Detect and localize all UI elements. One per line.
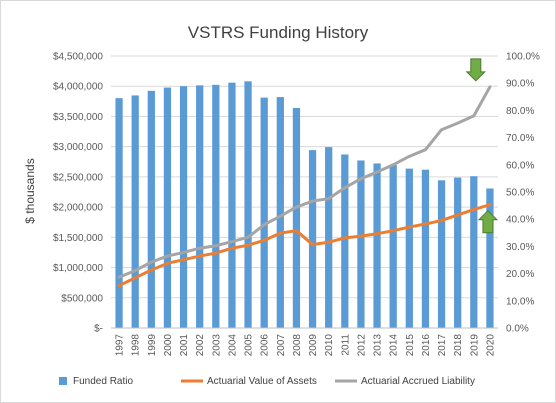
bar — [486, 188, 494, 328]
bar — [454, 177, 462, 328]
bar — [228, 82, 236, 328]
green-arrow-up-icon — [477, 209, 499, 234]
y-right-tick-label: 20.0% — [506, 269, 534, 280]
x-tick-label: 2002 — [195, 334, 206, 357]
x-tick-label: 2000 — [163, 334, 174, 357]
y-right-tick-label: 30.0% — [506, 242, 534, 253]
y-left-tick-label: $1,500,000 — [53, 233, 103, 244]
x-tick-label: 2003 — [211, 334, 222, 357]
bar — [260, 97, 268, 328]
y-right-tick-label: 0.0% — [506, 324, 529, 335]
y-left-tick-label: $1,000,000 — [53, 263, 103, 274]
bar — [389, 165, 397, 328]
bar — [292, 107, 301, 329]
x-tick-label: 1998 — [131, 334, 142, 357]
y-right-tick-label: 80.0% — [506, 106, 534, 117]
legend-label: Actuarial Value of Assets — [207, 376, 317, 387]
series-line — [117, 203, 492, 288]
x-tick-label: 1999 — [147, 334, 158, 357]
green-arrow-down-icon — [465, 58, 487, 82]
x-tick-label: 2005 — [244, 334, 255, 357]
bar — [325, 147, 333, 328]
x-tick-label: 2012 — [356, 334, 367, 357]
y-left-tick-label: $3,500,000 — [53, 112, 103, 123]
x-tick-label: 2013 — [373, 334, 384, 357]
bar — [470, 176, 478, 328]
x-tick-label: 2014 — [389, 334, 400, 357]
x-tick-label: 2020 — [485, 334, 496, 357]
y-left-tick-label: $2,000,000 — [53, 203, 103, 214]
x-tick-label: 2004 — [227, 334, 238, 357]
bar — [373, 163, 381, 328]
y-right-tick-label: 50.0% — [506, 188, 534, 199]
bar — [244, 81, 252, 329]
chart-title: VSTRS Funding History — [188, 23, 369, 42]
gridlines — [111, 55, 498, 329]
x-tick-label: 2019 — [469, 334, 480, 357]
bar — [421, 169, 430, 328]
axes: $- $500,000 $1,000,000 $1,500,000 $2,000,000… — [53, 52, 540, 357]
x-tick-label: 2010 — [324, 334, 335, 357]
y-right-tick-label: 60.0% — [506, 160, 534, 171]
legend-label: Funded Ratio — [73, 376, 133, 387]
x-tick-label: 2018 — [453, 334, 464, 357]
y-left-tick-label: $500,000 — [61, 293, 103, 304]
bar — [196, 85, 204, 328]
x-tick-label: 1997 — [115, 334, 126, 357]
bar — [131, 95, 139, 328]
legend-swatch-bar — [59, 377, 67, 385]
legend-label: Actuarial Accrued Liability — [361, 376, 475, 387]
y-left-tick-label: $2,500,000 — [53, 172, 103, 183]
x-tick-label: 2001 — [179, 334, 190, 357]
x-tick-label: 2017 — [437, 334, 448, 357]
y-left-tick-label: $4,500,000 — [53, 52, 103, 63]
y-right-tick-label: 100.0% — [506, 52, 540, 63]
y-right-tick-label: 90.0% — [506, 79, 534, 90]
y-right-tick-label: 40.0% — [506, 215, 534, 226]
bar — [115, 98, 123, 328]
bar — [341, 154, 349, 328]
x-tick-label: 2008 — [292, 334, 303, 357]
bar-series — [115, 81, 494, 329]
y-axis-title: $ thousands — [23, 158, 37, 223]
series-line — [117, 85, 492, 279]
bar — [437, 180, 446, 328]
bar — [147, 90, 155, 328]
x-tick-label: 2007 — [276, 334, 287, 357]
y-left-tick-label: $3,000,000 — [53, 142, 103, 153]
y-right-tick-label: 10.0% — [506, 296, 534, 307]
bar — [276, 97, 284, 329]
x-tick-label: 2011 — [340, 334, 351, 356]
bar — [212, 84, 220, 328]
bar — [357, 160, 365, 328]
line-series — [117, 85, 492, 288]
x-tick-label: 2006 — [260, 334, 271, 357]
y-right-tick-label: 70.0% — [506, 133, 534, 144]
bar — [163, 87, 172, 328]
bar — [308, 150, 317, 328]
legend: Funded Ratio Actuarial Value of Assets Act… — [59, 376, 475, 387]
x-tick-label: 2015 — [405, 334, 416, 357]
x-tick-label: 2016 — [421, 334, 432, 357]
bar — [405, 168, 413, 328]
annotation-arrows — [465, 58, 499, 234]
bar — [179, 86, 188, 328]
y-left-tick-label: $- — [94, 324, 103, 335]
y-left-tick-label: $4,000,000 — [53, 82, 103, 93]
x-tick-label: 2009 — [308, 334, 319, 357]
